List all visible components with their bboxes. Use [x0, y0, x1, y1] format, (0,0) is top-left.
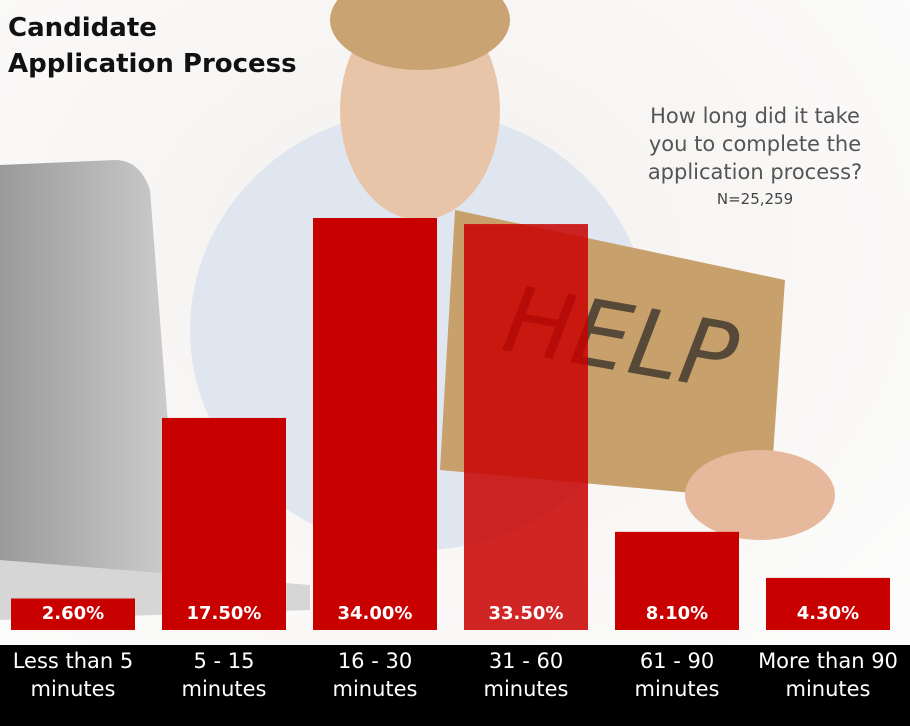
value-label: 2.60%	[42, 603, 104, 624]
bar	[313, 218, 437, 630]
chart-subtitle: How long did it take you to complete the…	[647, 104, 863, 184]
value-label: 34.00%	[338, 603, 413, 624]
value-label: 8.10%	[646, 603, 708, 624]
hand	[685, 450, 835, 540]
sample-size: N=25,259	[716, 190, 794, 208]
laptop	[0, 160, 180, 600]
bar	[615, 531, 739, 630]
value-label: 4.30%	[797, 603, 859, 624]
category-label: 16 - 30 minutes	[332, 649, 418, 701]
category-label: More than 90 minutes	[758, 649, 898, 701]
category-label: 5 - 15 minutes	[181, 649, 267, 701]
person-hair	[330, 0, 510, 70]
chart-title: Candidate Application Process	[8, 13, 297, 79]
value-label: 17.50%	[187, 603, 262, 624]
bar	[464, 224, 588, 630]
bar	[11, 598, 135, 630]
value-label: 33.50%	[489, 603, 564, 624]
category-label: Less than 5 minutes	[12, 649, 134, 701]
bar	[766, 577, 890, 630]
category-label: 61 - 90 minutes	[634, 649, 720, 701]
bar	[162, 417, 286, 630]
category-label: 31 - 60 minutes	[483, 649, 569, 701]
label-band	[0, 645, 910, 726]
